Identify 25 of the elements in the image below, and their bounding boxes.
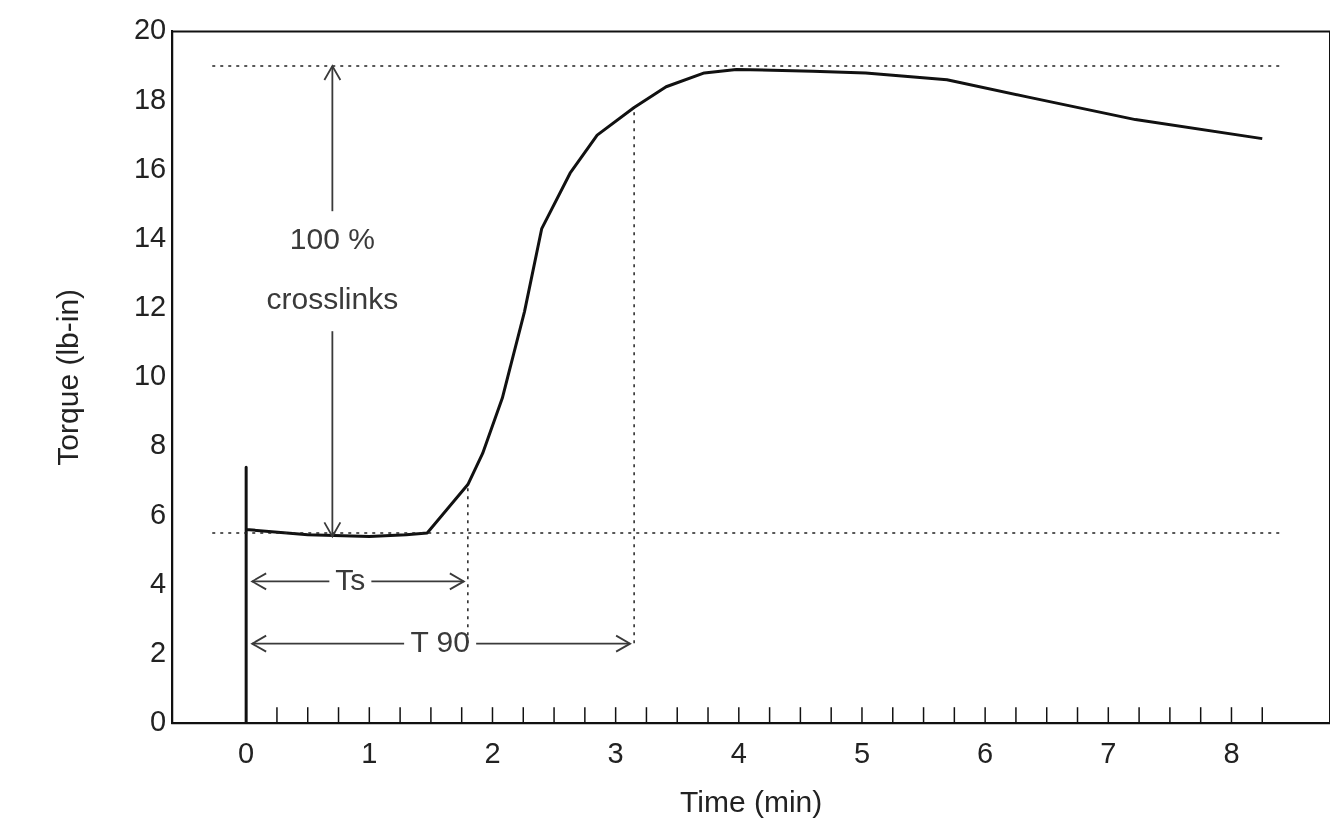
annotation: Ts: [335, 562, 366, 596]
x-tick-label: 5: [853, 736, 871, 769]
y-tick-label: 20: [133, 13, 167, 46]
y-tick-label: 10: [133, 359, 167, 392]
y-axis-title: Torque (lb-in): [51, 288, 85, 466]
x-tick-label: 3: [607, 736, 624, 769]
x-tick-label: 7: [1100, 736, 1117, 769]
y-tick-label: 0: [150, 705, 167, 738]
y-tick-label: 4: [150, 566, 167, 599]
y-tick-label: 18: [133, 82, 167, 115]
x-tick-label: 2: [484, 736, 501, 769]
x-axis-title: Time (min): [680, 785, 823, 819]
y-tick-label: 6: [150, 497, 167, 530]
x-tick-label: 8: [1223, 736, 1240, 769]
x-tick-label: 6: [977, 736, 994, 769]
x-tick-label: 1: [361, 736, 378, 769]
y-tick-label: 8: [150, 428, 167, 461]
y-tick-label: 2: [150, 636, 167, 669]
y-tick-label: 16: [133, 151, 167, 184]
annotation: 100 % crosslinks: [266, 222, 399, 316]
x-tick-label: 0: [238, 736, 255, 769]
annotation: T 90: [410, 624, 470, 658]
x-tick-label: 4: [730, 736, 747, 769]
y-tick-label: 14: [133, 220, 167, 253]
y-tick-label: 12: [133, 290, 167, 323]
